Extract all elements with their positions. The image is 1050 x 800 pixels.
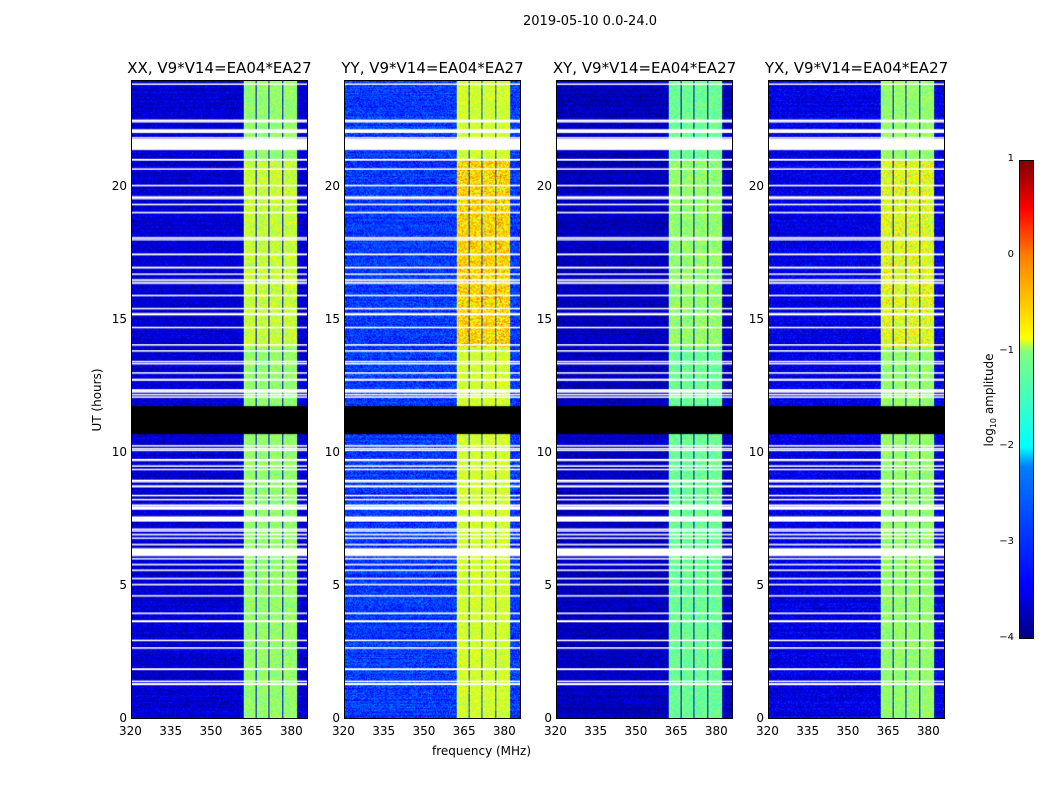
figure-title: 2019-05-10 0.0-24.0 <box>523 14 657 29</box>
y-tick-label: 10 <box>324 444 340 459</box>
y-tick-label: 15 <box>324 311 340 326</box>
panel-title: XX, V9*V14=EA04*EA27 <box>127 59 312 77</box>
x-tick-label: 350 <box>624 724 648 738</box>
x-tick-label: 335 <box>796 724 820 738</box>
y-tick-label: 0 <box>756 711 764 725</box>
y-tick-label: 15 <box>748 311 764 326</box>
x-tick-label: 335 <box>372 724 396 738</box>
spectrogram-panel <box>344 80 521 719</box>
y-tick-label: 20 <box>324 178 340 193</box>
y-axis-label: UT (hours) <box>90 368 104 432</box>
x-tick-label: 335 <box>584 724 608 738</box>
panel-title: XY, V9*V14=EA04*EA27 <box>552 59 737 77</box>
colorbar-tick-label: 0 <box>1007 248 1014 260</box>
colorbar-tick-label: 1 <box>1007 153 1014 164</box>
y-tick-label: 5 <box>544 577 552 592</box>
spectrogram-panel <box>556 80 733 719</box>
x-tick-label: 350 <box>412 724 436 738</box>
x-tick-label: 320 <box>119 724 142 738</box>
x-tick-label: 380 <box>704 724 728 738</box>
spectrogram-heatmap <box>132 81 307 718</box>
y-tick-label: 0 <box>544 711 552 725</box>
x-tick-label: 365 <box>239 724 263 738</box>
spectrogram-panel <box>768 80 945 719</box>
colorbar-tick-label: −3 <box>999 536 1014 548</box>
x-tick-label: 380 <box>916 724 940 738</box>
spectrogram-heatmap <box>557 81 732 718</box>
panel-title: YX, V9*V14=EA04*EA27 <box>764 59 949 77</box>
x-tick-label: 365 <box>876 724 900 738</box>
spectrogram-heatmap <box>769 81 944 718</box>
x-tick-label: 335 <box>159 724 183 738</box>
y-tick-label: 5 <box>332 577 340 592</box>
y-tick-label: 5 <box>756 577 764 592</box>
y-tick-label: 5 <box>119 577 127 592</box>
x-tick-label: 365 <box>452 724 476 738</box>
y-tick-label: 0 <box>119 711 127 725</box>
x-tick-label: 350 <box>199 724 223 738</box>
y-tick-label: 0 <box>332 711 340 725</box>
colorbar-tick-label: −2 <box>999 440 1014 452</box>
y-tick-label: 20 <box>536 178 552 193</box>
x-axis-label: frequency (MHz) <box>432 744 532 758</box>
x-tick-label: 320 <box>544 724 567 738</box>
x-tick-label: 350 <box>836 724 860 738</box>
y-tick-label: 10 <box>111 444 127 459</box>
x-tick-label: 365 <box>664 724 688 738</box>
spectrogram-heatmap <box>345 81 520 718</box>
y-tick-label: 10 <box>536 444 552 459</box>
spectrogram-panel <box>131 80 308 719</box>
x-tick-label: 320 <box>332 724 355 738</box>
colorbar-label: log10 amplitude <box>981 353 999 447</box>
panel-title: YY, V9*V14=EA04*EA27 <box>341 59 524 77</box>
colorbar <box>1019 160 1034 639</box>
y-tick-label: 15 <box>111 311 127 326</box>
x-tick-label: 320 <box>756 724 779 738</box>
colorbar-tick-label: −4 <box>999 632 1014 643</box>
x-tick-label: 380 <box>492 724 516 738</box>
y-tick-label: 20 <box>111 178 127 193</box>
colorbar-tick-label: −1 <box>999 344 1014 356</box>
y-tick-label: 20 <box>748 178 764 193</box>
y-tick-label: 10 <box>748 444 764 459</box>
y-tick-label: 15 <box>536 311 552 326</box>
x-tick-label: 380 <box>279 724 303 738</box>
